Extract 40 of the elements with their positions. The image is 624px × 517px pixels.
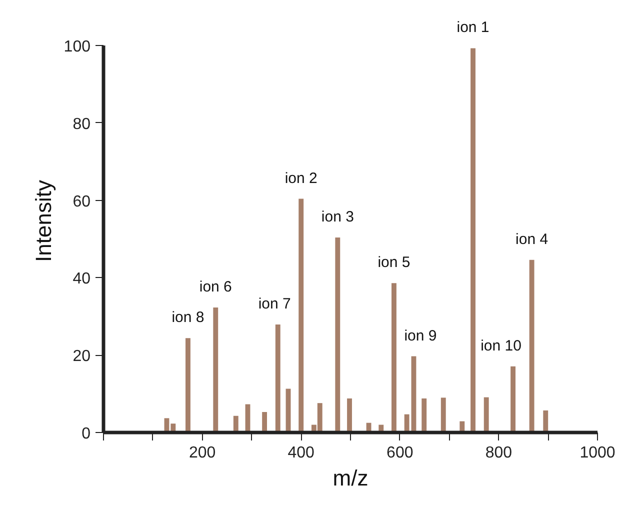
y-tick-label: 80 [72,116,91,133]
bar [262,412,268,432]
y-tick-label: 100 [64,38,91,56]
bar [543,410,548,432]
annotation: ion 5 [378,254,410,272]
y-tick-label: 60 [72,193,91,210]
bar [233,416,238,432]
bar [298,198,304,432]
bar [404,414,410,432]
annotation: ion 3 [321,208,354,226]
y-tick-label: 40 [72,270,91,288]
annotation: ion 8 [172,309,204,326]
x-tick-label: 1000 [580,444,616,462]
bar [510,366,516,432]
annotation: ion 7 [258,296,291,313]
x-tick-label: 600 [386,444,414,462]
y-tick-label: 0 [82,426,91,442]
x-tick-label: 200 [188,444,216,462]
bar [347,398,352,432]
x-tick-label: 400 [288,444,315,462]
bar [392,283,396,432]
annotation: ion 2 [284,170,318,187]
annotation: ion 9 [404,327,437,344]
bar [213,308,218,432]
bar [529,260,534,432]
bar [422,398,427,432]
x-tick-label: 800 [485,444,512,462]
y-tick-label: 20 [72,348,91,366]
annotation: ion 1 [456,19,490,36]
bar [470,48,476,432]
bar [335,237,340,432]
x-axis-title: m/z [332,466,368,490]
bar [440,398,446,432]
bar [186,338,190,432]
annotation: ion 4 [516,230,548,248]
y-axis-title: Intensity [30,180,56,262]
annotation: ion 10 [480,337,522,354]
bar [484,397,489,432]
bar [275,324,280,432]
annotation: ion 6 [199,278,232,296]
